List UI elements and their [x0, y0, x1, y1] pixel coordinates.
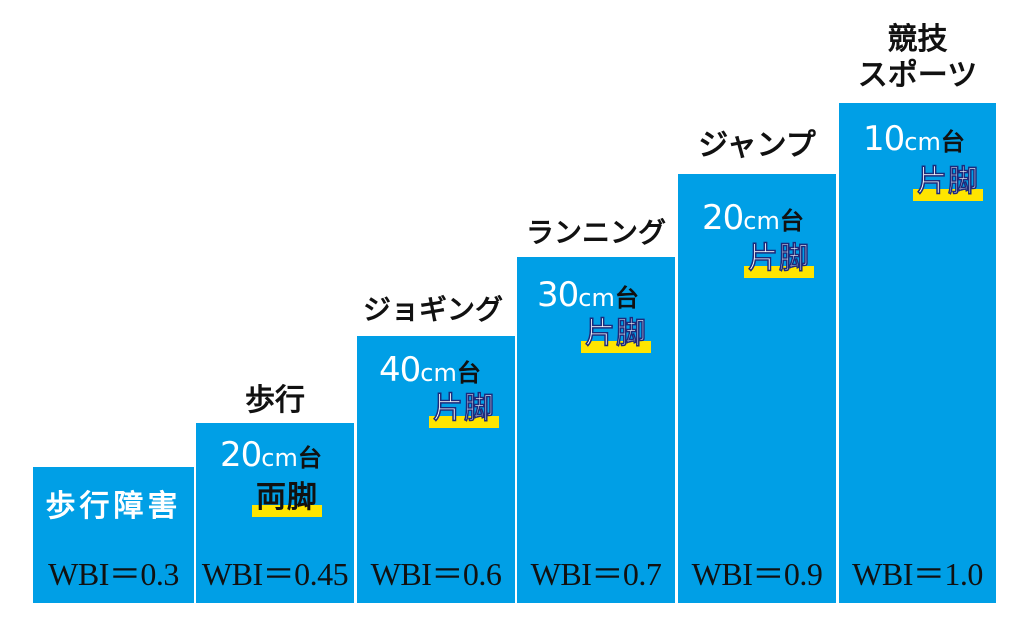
- legs-highlight: [429, 416, 499, 428]
- step-height-number: 20: [220, 435, 262, 475]
- legs-label: 片脚: [429, 391, 499, 428]
- stage-label-running: ランニング: [525, 216, 666, 249]
- step-height-unit: cm: [420, 359, 457, 387]
- legs-label: 両脚: [252, 480, 322, 517]
- step-height-label: 10cm台: [863, 119, 965, 159]
- stage-label-walking: 歩行: [245, 383, 305, 418]
- legs-text: 片脚: [747, 241, 810, 277]
- wbi-value: WBI＝0.7: [530, 556, 662, 592]
- step-height-label: 20cm台: [702, 198, 804, 238]
- stage-label-jogging: ジョギング: [363, 293, 504, 326]
- legs-label: 片脚: [744, 241, 814, 278]
- step-height-suffix: 台: [297, 444, 322, 472]
- step-height-suffix: 台: [614, 284, 639, 312]
- stage-label-line1: 競技: [887, 22, 948, 57]
- legs-highlight: [744, 266, 814, 278]
- bar-running: 30cm台 片脚 WBI＝0.7: [517, 257, 675, 603]
- bar-jogging: 40cm台 片脚 WBI＝0.6: [357, 336, 515, 603]
- step-height-number: 40: [379, 350, 421, 390]
- wbi-value: WBI＝0.6: [370, 556, 502, 592]
- legs-text: 片脚: [584, 316, 647, 352]
- step-height-unit: cm: [578, 284, 615, 312]
- bar-inner-title: 歩行障害: [45, 489, 182, 524]
- stage-label-jump: ジャンプ: [698, 128, 816, 163]
- bar-walking-impairment: 歩行障害 WBI＝0.3: [33, 467, 194, 603]
- legs-label: 片脚: [581, 316, 651, 353]
- step-height-label: 30cm台: [537, 275, 639, 315]
- bar-competitive-sports: 10cm台 片脚 WBI＝1.0: [839, 103, 996, 603]
- step-height-number: 30: [537, 275, 579, 315]
- bar-walking: 20cm台 両脚 WBI＝0.45: [196, 423, 354, 603]
- step-height-unit: cm: [904, 128, 941, 156]
- wbi-value: WBI＝0.45: [201, 556, 349, 592]
- step-height-number: 10: [863, 119, 905, 159]
- legs-label: 片脚: [913, 164, 983, 201]
- legs-highlight: [581, 341, 651, 353]
- legs-text: 片脚: [916, 164, 979, 200]
- step-height-label: 40cm台: [379, 350, 481, 390]
- step-height-unit: cm: [261, 444, 298, 472]
- step-height-number: 20: [702, 198, 744, 238]
- wbi-value: WBI＝0.3: [48, 556, 179, 592]
- step-height-label: 20cm台: [220, 435, 322, 475]
- legs-text: 片脚: [432, 391, 495, 427]
- stage-label-competitive-sports: 競技 スポーツ: [839, 22, 996, 94]
- wbi-value: WBI＝0.9: [691, 556, 823, 592]
- wbi-value: WBI＝1.0: [852, 556, 983, 592]
- step-height-suffix: 台: [779, 207, 804, 235]
- legs-highlight: [252, 505, 322, 517]
- legs-text: 両脚: [256, 480, 318, 515]
- legs-highlight: [913, 189, 983, 201]
- step-height-suffix: 台: [456, 359, 481, 387]
- step-height-unit: cm: [743, 207, 780, 235]
- bar-jump: 20cm台 片脚 WBI＝0.9: [678, 174, 836, 603]
- stage-label-line2: スポーツ: [857, 58, 978, 93]
- step-height-suffix: 台: [940, 128, 965, 156]
